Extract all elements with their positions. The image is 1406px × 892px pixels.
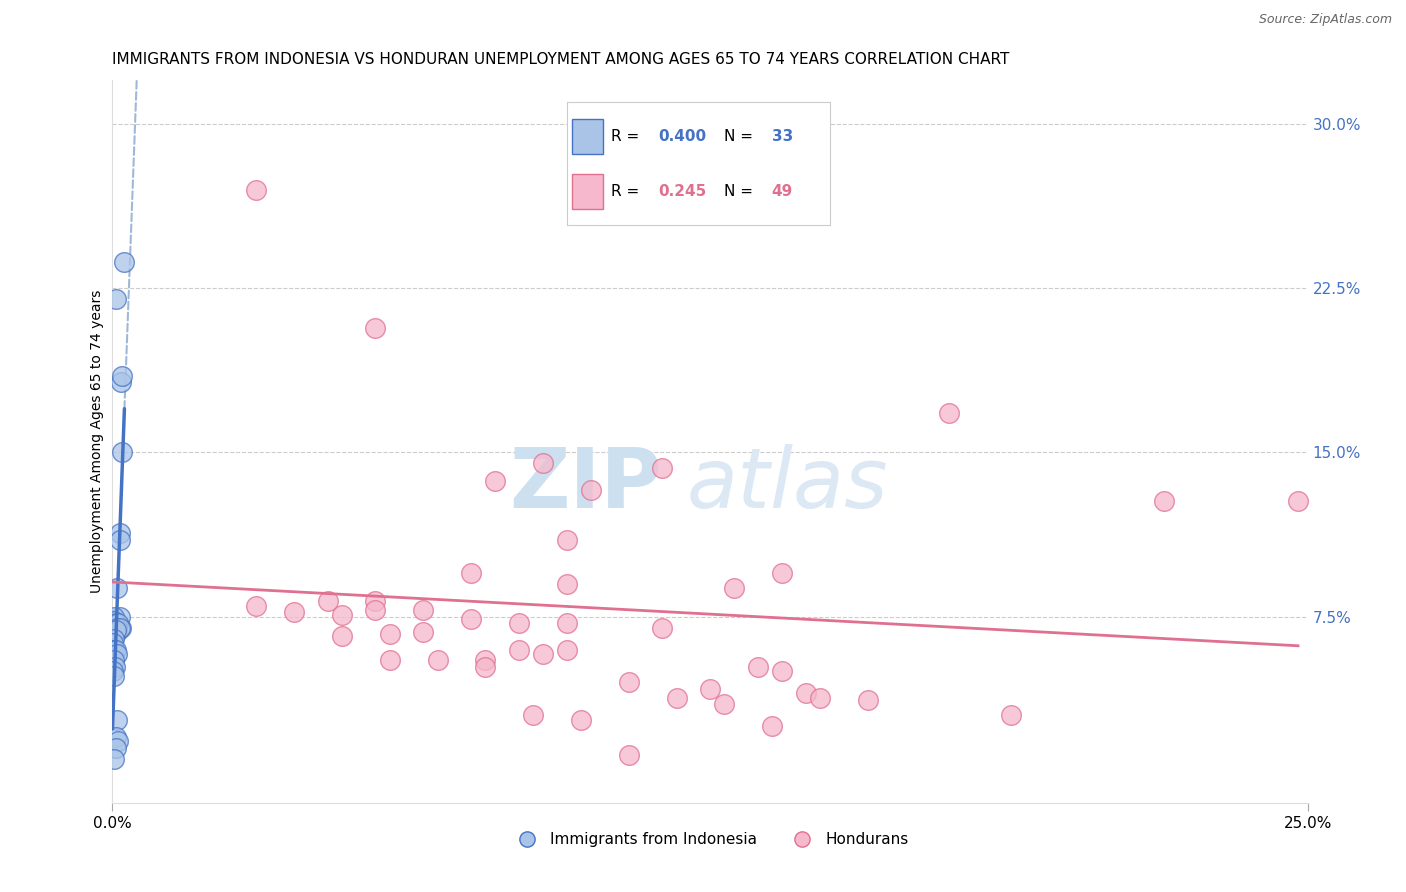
Point (107, 734, 129, 748)
Point (412, 603, 434, 617)
Point (103, 665, 125, 679)
Point (103, 653, 125, 667)
Point (108, 533, 131, 547)
Point (474, 653, 496, 667)
Point (1286, 493, 1309, 508)
Point (105, 621, 128, 635)
Point (105, 730, 128, 744)
Point (426, 653, 449, 667)
Point (103, 642, 125, 657)
Point (105, 647, 128, 661)
Point (713, 698, 735, 712)
Point (651, 621, 673, 635)
Point (245, 183, 267, 197)
Point (531, 647, 554, 661)
Point (316, 594, 339, 608)
Point (105, 713, 128, 727)
Point (378, 653, 401, 667)
Point (103, 609, 125, 624)
Point (364, 603, 387, 617)
Point (108, 526, 131, 541)
Point (412, 625, 434, 640)
Point (103, 752, 125, 766)
Point (1000, 708, 1022, 723)
Point (105, 642, 128, 657)
Point (110, 376, 132, 390)
Point (856, 693, 879, 707)
Point (555, 533, 578, 547)
Point (794, 686, 817, 700)
Point (508, 642, 530, 657)
Point (103, 669, 125, 683)
Point (111, 368, 134, 383)
Point (114, 255, 135, 269)
Legend: Immigrants from Indonesia, Hondurans: Immigrants from Indonesia, Hondurans (505, 826, 915, 853)
Point (555, 642, 578, 657)
Point (104, 660, 127, 674)
Point (617, 747, 640, 762)
Point (103, 632, 125, 646)
Point (555, 577, 578, 591)
Point (808, 690, 831, 705)
Point (103, 614, 125, 628)
Point (770, 665, 793, 679)
Text: Source: ZipAtlas.com: Source: ZipAtlas.com (1258, 13, 1392, 27)
Point (579, 483, 602, 497)
Point (555, 616, 578, 631)
Point (474, 660, 496, 674)
Point (665, 690, 688, 705)
Point (103, 642, 125, 657)
Point (460, 612, 482, 626)
Point (330, 629, 353, 643)
Point (105, 292, 128, 306)
Text: IMMIGRANTS FROM INDONESIA VS HONDURAN UNEMPLOYMENT AMONG AGES 65 TO 74 YEARS COR: IMMIGRANTS FROM INDONESIA VS HONDURAN UN… (112, 52, 1010, 67)
Point (283, 605, 305, 619)
Point (699, 681, 721, 696)
Point (747, 660, 769, 674)
Point (105, 741, 128, 756)
Point (522, 708, 544, 723)
Point (108, 609, 131, 624)
Point (245, 599, 267, 613)
Point (484, 474, 506, 488)
Point (378, 627, 401, 641)
Point (105, 616, 128, 631)
Point (105, 625, 128, 640)
Point (617, 675, 640, 690)
Point (761, 719, 783, 733)
Point (330, 607, 353, 622)
Text: ZIP: ZIP (510, 444, 662, 525)
Point (569, 713, 592, 727)
Point (107, 616, 129, 631)
Point (1153, 493, 1175, 508)
Text: atlas: atlas (686, 444, 887, 525)
Point (938, 406, 960, 420)
Point (508, 616, 530, 631)
Point (364, 320, 387, 334)
Point (770, 566, 793, 580)
Point (651, 460, 673, 475)
Point (364, 594, 387, 608)
Point (531, 457, 554, 471)
Point (105, 581, 128, 595)
Point (460, 566, 482, 580)
Point (108, 621, 131, 635)
Y-axis label: Unemployment Among Ages 65 to 74 years: Unemployment Among Ages 65 to 74 years (90, 290, 104, 593)
Point (103, 636, 125, 650)
Point (723, 581, 745, 595)
Point (104, 623, 127, 637)
Point (110, 621, 132, 635)
Point (111, 445, 134, 459)
